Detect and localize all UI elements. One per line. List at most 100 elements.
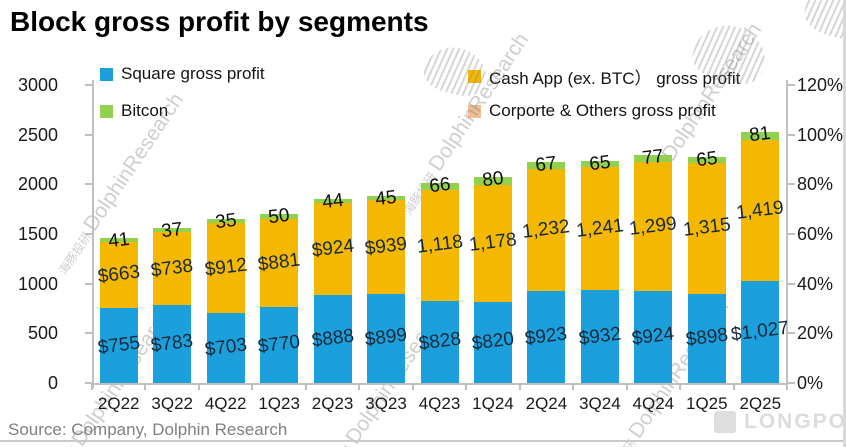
left-axis-tick: [85, 233, 92, 235]
x-axis-category-label: 2Q23: [311, 394, 354, 413]
left-axis-tick-label: 3000: [17, 75, 58, 95]
bar-segment-cashapp: [473, 184, 512, 302]
x-axis-category-label: 4Q24: [632, 394, 675, 413]
left-axis-tick: [85, 282, 92, 285]
left-axis-tick-label: 2000: [17, 174, 58, 195]
right-axis-tick: [788, 183, 795, 186]
legend-swatch-bitcoin-icon: [100, 104, 113, 118]
right-axis-tick-label: 100%: [797, 124, 844, 145]
left-axis-tick: [85, 183, 92, 186]
bar-segment-square: [206, 313, 245, 383]
dolphin-fan-logo-icon: [800, 0, 846, 46]
right-axis-line: [786, 80, 788, 388]
bar-segment-bitcoin: [741, 131, 780, 141]
legend-label-cashapp: Cash App (ex. BTC） gross profit: [489, 69, 741, 88]
right-axis-tick-label: 40%: [797, 273, 834, 294]
bar-segment-bitcoin: [153, 228, 192, 232]
right-edge-strip: [843, 0, 846, 447]
bar-segment-square: [473, 301, 512, 383]
x-axis-category-label: 1Q24: [472, 394, 514, 413]
right-axis-tick: [788, 382, 795, 384]
bar-segment-bitcoin: [260, 214, 299, 219]
legend-item-corporate: Corporte & Others gross profit: [468, 101, 716, 121]
x-axis-tick: [518, 384, 521, 390]
bar-segment-square: [99, 308, 138, 383]
x-axis-category-label: 3Q24: [579, 394, 621, 413]
legend-label-bitcoin: Bitcon: [121, 101, 169, 120]
bottom-divider: [0, 440, 846, 442]
x-axis-tick: [411, 384, 414, 390]
bar-segment-bitcoin: [313, 198, 352, 203]
x-axis-category-label: 3Q23: [365, 394, 407, 413]
left-axis-tick-label: 0: [47, 373, 58, 393]
chart-title: Block gross profit by segments: [10, 6, 429, 37]
bar-segment-cashapp: [99, 242, 138, 308]
x-axis-line: [92, 383, 788, 385]
legend-label-square: Square gross profit: [121, 64, 265, 83]
right-axis-tick-label: 80%: [797, 174, 834, 195]
bar-segment-cashapp: [527, 168, 566, 292]
bar-segment-bitcoin: [527, 162, 566, 169]
right-axis-tick: [788, 332, 795, 335]
bar-segment-square: [260, 306, 299, 383]
x-axis-category-label: 4Q23: [418, 394, 461, 413]
x-axis-category-label: 3Q22: [151, 394, 193, 413]
x-axis-tick: [144, 384, 147, 390]
bar-segment-square: [741, 280, 780, 383]
right-axis-tick: [788, 233, 795, 235]
x-axis-category-label: 1Q23: [258, 394, 300, 413]
bar-segment-cashapp: [687, 163, 726, 294]
legend-swatch-corporate-icon: [468, 104, 481, 118]
legend-label-corporate: Corporte & Others gross profit: [489, 101, 716, 120]
bar-segment-bitcoin: [634, 154, 673, 163]
x-axis-tick: [358, 384, 361, 390]
right-axis-tick-label: 120%: [797, 75, 844, 95]
bar-segment-cashapp: [260, 219, 299, 307]
x-axis-category-label: 2Q22: [97, 394, 140, 413]
x-axis-tick: [197, 384, 200, 390]
right-axis-tick: [788, 133, 795, 136]
bar-segment-square: [153, 305, 192, 383]
bar-segment-bitcoin: [420, 183, 459, 190]
right-axis-tick-label: 0%: [797, 373, 824, 393]
x-axis-category-label: 4Q22: [204, 394, 247, 413]
bar-segment-bitcoin: [687, 156, 726, 164]
bar-segment-cashapp: [367, 200, 406, 294]
bar-segment-square: [580, 290, 619, 383]
x-axis-tick: [732, 384, 735, 390]
bar-segment-cashapp: [313, 203, 352, 295]
legend-swatch-square-icon: [100, 67, 113, 81]
bar-segment-square: [634, 291, 673, 383]
left-axis-tick: [85, 382, 92, 384]
legend-item-cashapp: Cash App (ex. BTC） gross profit: [468, 64, 740, 89]
x-axis-tick: [625, 384, 628, 390]
bar-segment-cashapp: [634, 162, 673, 292]
left-axis-tick-label: 2500: [17, 124, 58, 145]
x-axis-category-label: 2Q24: [525, 394, 568, 413]
bar-segment-bitcoin: [580, 160, 619, 168]
right-axis-tick-label: 20%: [797, 323, 834, 344]
bar-segment-bitcoin: [473, 176, 512, 185]
legend-swatch-cashapp-icon: [468, 70, 481, 83]
bar-segment-square: [420, 300, 459, 383]
legend-item-square: Square gross profit: [100, 64, 265, 84]
bar-segment-bitcoin: [367, 195, 406, 201]
legend-item-bitcoin: Bitcon: [100, 101, 168, 121]
bar-segment-bitcoin: [99, 238, 138, 243]
x-axis-category-label: 1Q25: [686, 394, 728, 413]
bar-segment-cashapp: [153, 231, 192, 306]
x-axis-tick: [465, 384, 468, 390]
bar-segment-square: [367, 293, 406, 383]
left-axis-tick-label: 500: [27, 323, 58, 344]
x-axis-tick: [679, 384, 682, 390]
right-axis-tick: [788, 84, 795, 86]
x-axis-tick: [786, 384, 788, 390]
bar-segment-cashapp: [206, 222, 245, 314]
right-axis-tick: [788, 282, 795, 285]
left-axis-tick-label: 1000: [17, 273, 58, 294]
x-axis-tick: [304, 384, 307, 390]
longport-logo-icon: [714, 411, 736, 433]
left-axis-tick: [85, 133, 92, 136]
